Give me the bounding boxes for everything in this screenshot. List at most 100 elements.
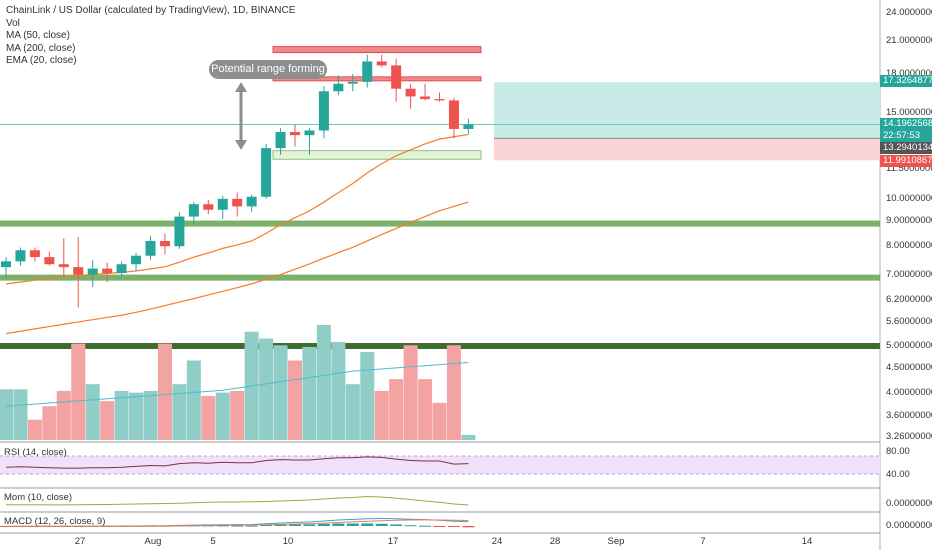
price-tick-label: 8.00000000 <box>886 240 932 252</box>
volume-bar <box>201 396 216 440</box>
time-tick-label: 10 <box>282 536 294 547</box>
volume-bar <box>27 419 42 440</box>
volume-bar <box>56 390 71 440</box>
price-tick-label: 5.00000000 <box>886 340 932 351</box>
candle-body <box>87 268 98 275</box>
volume-bar <box>288 360 302 440</box>
legend-vol[interactable]: Vol <box>6 17 20 29</box>
time-tick-label: 28 <box>549 536 561 547</box>
legend-ma200[interactable]: MA (200, close) <box>6 42 76 54</box>
candle-body <box>217 198 228 210</box>
time-tick-label: 24 <box>491 536 503 547</box>
volume-bar <box>432 402 447 440</box>
time-tick-label: Sep <box>607 536 625 547</box>
stop-zone <box>494 138 880 161</box>
price-tick-label: 5.60000000 <box>886 315 932 327</box>
candle-body <box>232 198 243 207</box>
time-tick-label: 14 <box>801 536 813 547</box>
macd-signal-line <box>6 519 469 527</box>
volume-bar <box>389 379 404 440</box>
support-band-0 <box>0 220 880 227</box>
volume-bar <box>157 343 172 440</box>
macd-hist-bar <box>375 523 388 526</box>
candle-body <box>290 132 300 136</box>
candle-body <box>1 261 11 268</box>
candle-body <box>29 250 40 258</box>
candle-body <box>463 124 474 129</box>
candle-body <box>376 61 387 66</box>
volume-bar <box>316 325 331 440</box>
bar-countdown-tag: 22:57:53 <box>880 130 932 142</box>
rsi-tick-80: 80.00 <box>886 446 910 457</box>
legend-ema20[interactable]: EMA (20, close) <box>6 55 77 66</box>
price-tick-label: 7.00000000 <box>886 268 932 280</box>
candle-body <box>44 257 55 265</box>
stop-price-tag: 11.99108673 <box>880 155 932 167</box>
range-annotation-callout[interactable]: Potential range forming <box>209 60 327 79</box>
rsi-line <box>5 456 469 469</box>
volume-bar <box>259 338 274 440</box>
rsi-band <box>0 456 880 474</box>
ema20-line <box>5 133 469 285</box>
volume-bar <box>85 384 100 440</box>
mom-pane-label[interactable]: Mom (10, close) <box>4 492 73 503</box>
volume-bar <box>172 384 187 440</box>
entry-price-tag: 13.29401340 <box>880 142 932 154</box>
rsi-tick-40: 40.00 <box>886 469 910 480</box>
annotation-arrow-head-down <box>235 140 247 150</box>
volume-bar <box>418 379 433 440</box>
volume-bar <box>331 341 346 440</box>
macd-hist-bar <box>361 523 374 526</box>
macd-hist-bar <box>433 526 446 527</box>
volume-bar <box>230 390 245 440</box>
volume-bar <box>114 390 129 440</box>
volume-bar <box>360 352 375 440</box>
candle-body <box>15 250 26 262</box>
target-zone <box>494 82 880 139</box>
volume-bar <box>446 345 461 440</box>
volume-bar <box>215 392 230 440</box>
macd-pane-label[interactable]: MACD (12, 26, close, 9) <box>4 516 106 527</box>
candle-body <box>448 100 459 129</box>
volume-bar <box>42 406 57 440</box>
macd-hist-bar <box>231 525 244 527</box>
candle-body <box>246 196 257 207</box>
price-tick-label: 15.00000000 <box>886 106 932 118</box>
candle-body <box>405 88 416 97</box>
macd-hist-bar <box>419 525 432 527</box>
chart-legend: ChainLink / US Dollar (calculated by Tra… <box>6 5 295 68</box>
candle-body <box>58 264 69 268</box>
support-band-strong <box>0 343 880 349</box>
annotation-arrow-head-up <box>235 82 247 92</box>
macd-hist-bar <box>303 524 316 526</box>
volume-bar <box>0 389 13 440</box>
macd-hist-bar <box>260 525 273 527</box>
symbol-title: ChainLink / US Dollar (calculated by Tra… <box>6 5 296 16</box>
support-band-1 <box>0 274 880 281</box>
candle-body <box>333 83 344 92</box>
macd-hist-bar <box>332 523 345 526</box>
price-tick-label: 6.20000000 <box>886 294 932 306</box>
price-tick-label: 9.00000000 <box>886 215 932 227</box>
volume-bar <box>100 401 115 440</box>
rsi-pane-label[interactable]: RSI (14, close) <box>4 447 67 458</box>
range-low-box <box>272 150 482 160</box>
volume-bar <box>345 384 360 440</box>
candle-body <box>203 204 214 210</box>
macd-hist-bar <box>462 526 475 528</box>
price-tick-label: 24.00000000 <box>886 7 932 18</box>
candle-body <box>318 91 329 131</box>
candle-body <box>131 255 142 265</box>
volume-ma-line <box>5 362 469 407</box>
legend-ma50[interactable]: MA (50, close) <box>6 30 70 41</box>
price-tick-label: 4.50000000 <box>886 362 932 374</box>
macd-hist-bar <box>317 523 330 526</box>
time-tick-label: 17 <box>387 536 399 547</box>
volume-bar <box>461 434 476 440</box>
candle-body <box>102 268 113 274</box>
mom-line <box>5 495 469 506</box>
last-price-tag: 14.19625689 <box>880 118 932 130</box>
time-tick-label: 27 <box>74 536 86 547</box>
macd-hist-bar <box>274 524 287 526</box>
